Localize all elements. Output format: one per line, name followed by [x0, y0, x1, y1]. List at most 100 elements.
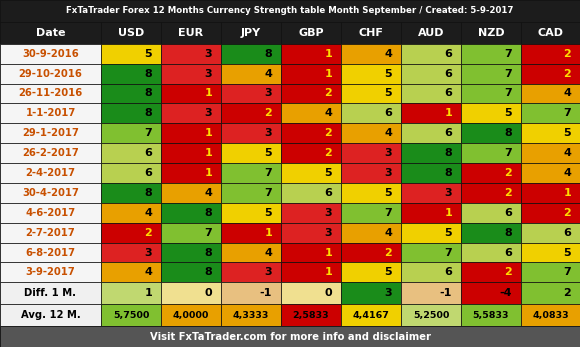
- Bar: [0, 163, 101, 183]
- Text: 8: 8: [444, 168, 452, 178]
- Text: 26-2-2017: 26-2-2017: [22, 148, 79, 158]
- Bar: [161, 123, 221, 143]
- Bar: [521, 143, 580, 163]
- Text: 5: 5: [264, 148, 272, 158]
- Bar: [101, 123, 161, 143]
- Text: 8: 8: [504, 128, 512, 138]
- Text: 3: 3: [264, 128, 272, 138]
- Bar: [341, 223, 401, 243]
- Text: 5,7500: 5,7500: [113, 311, 149, 320]
- Text: EUR: EUR: [179, 28, 204, 38]
- Bar: [0, 0, 580, 22]
- Bar: [161, 282, 221, 304]
- Bar: [221, 262, 281, 282]
- Bar: [221, 163, 281, 183]
- Text: 7: 7: [563, 108, 571, 118]
- Bar: [461, 163, 521, 183]
- Text: 7: 7: [504, 148, 512, 158]
- Text: 26-11-2016: 26-11-2016: [19, 88, 82, 99]
- Text: 2: 2: [504, 188, 512, 198]
- Bar: [281, 304, 341, 326]
- Bar: [461, 243, 521, 262]
- Text: 4,0833: 4,0833: [532, 311, 569, 320]
- Text: 7: 7: [504, 49, 512, 59]
- Text: 4: 4: [324, 108, 332, 118]
- Text: 4: 4: [384, 228, 392, 238]
- Bar: [401, 22, 461, 44]
- Bar: [401, 84, 461, 103]
- Text: 1: 1: [204, 148, 212, 158]
- Bar: [461, 203, 521, 223]
- Text: 7: 7: [264, 168, 272, 178]
- Text: 1: 1: [444, 108, 452, 118]
- Text: 0: 0: [324, 288, 332, 298]
- Text: 3: 3: [324, 208, 332, 218]
- Bar: [281, 103, 341, 123]
- Bar: [161, 64, 221, 84]
- Text: 0: 0: [204, 288, 212, 298]
- Text: 5: 5: [385, 69, 392, 78]
- Bar: [341, 22, 401, 44]
- Bar: [161, 223, 221, 243]
- Bar: [0, 183, 101, 203]
- Text: 2: 2: [324, 128, 332, 138]
- Text: 5: 5: [264, 208, 272, 218]
- Text: 7: 7: [563, 268, 571, 278]
- Text: 3-9-2017: 3-9-2017: [26, 268, 75, 278]
- Bar: [461, 304, 521, 326]
- Text: Avg. 12 M.: Avg. 12 M.: [21, 310, 81, 320]
- Text: 1: 1: [444, 208, 452, 218]
- Bar: [221, 64, 281, 84]
- Text: -4: -4: [499, 288, 512, 298]
- Bar: [401, 223, 461, 243]
- Bar: [221, 123, 281, 143]
- Text: 4,4167: 4,4167: [353, 311, 389, 320]
- Bar: [401, 262, 461, 282]
- Bar: [401, 304, 461, 326]
- Bar: [521, 262, 580, 282]
- Text: 6: 6: [504, 247, 512, 257]
- Text: 1: 1: [324, 69, 332, 78]
- Bar: [281, 243, 341, 262]
- Bar: [161, 304, 221, 326]
- Bar: [341, 262, 401, 282]
- Bar: [461, 44, 521, 64]
- Bar: [101, 203, 161, 223]
- Text: 4: 4: [144, 208, 152, 218]
- Bar: [401, 123, 461, 143]
- Bar: [0, 44, 101, 64]
- Text: 2: 2: [384, 247, 392, 257]
- Text: 1: 1: [264, 228, 272, 238]
- Text: 8: 8: [264, 49, 272, 59]
- Bar: [281, 223, 341, 243]
- Bar: [341, 103, 401, 123]
- Text: 8: 8: [444, 148, 452, 158]
- Text: 5: 5: [505, 108, 512, 118]
- Bar: [161, 243, 221, 262]
- Text: 3: 3: [204, 69, 212, 78]
- Text: 4: 4: [204, 188, 212, 198]
- Text: 5: 5: [324, 168, 332, 178]
- Text: 6: 6: [563, 228, 571, 238]
- Bar: [401, 243, 461, 262]
- Text: 5: 5: [444, 228, 452, 238]
- Bar: [101, 304, 161, 326]
- Text: 2-4-2017: 2-4-2017: [26, 168, 75, 178]
- Bar: [521, 123, 580, 143]
- Text: 7: 7: [204, 228, 212, 238]
- Bar: [341, 243, 401, 262]
- Text: 2: 2: [504, 268, 512, 278]
- Bar: [341, 84, 401, 103]
- Bar: [281, 22, 341, 44]
- Text: 4,3333: 4,3333: [233, 311, 269, 320]
- Text: 30-9-2016: 30-9-2016: [22, 49, 79, 59]
- Text: 4,0000: 4,0000: [173, 311, 209, 320]
- Bar: [341, 304, 401, 326]
- Text: JPY: JPY: [241, 28, 261, 38]
- Bar: [521, 103, 580, 123]
- Bar: [101, 103, 161, 123]
- Bar: [101, 44, 161, 64]
- Text: 6: 6: [144, 168, 152, 178]
- Text: 6: 6: [444, 69, 452, 78]
- Text: 7: 7: [144, 128, 152, 138]
